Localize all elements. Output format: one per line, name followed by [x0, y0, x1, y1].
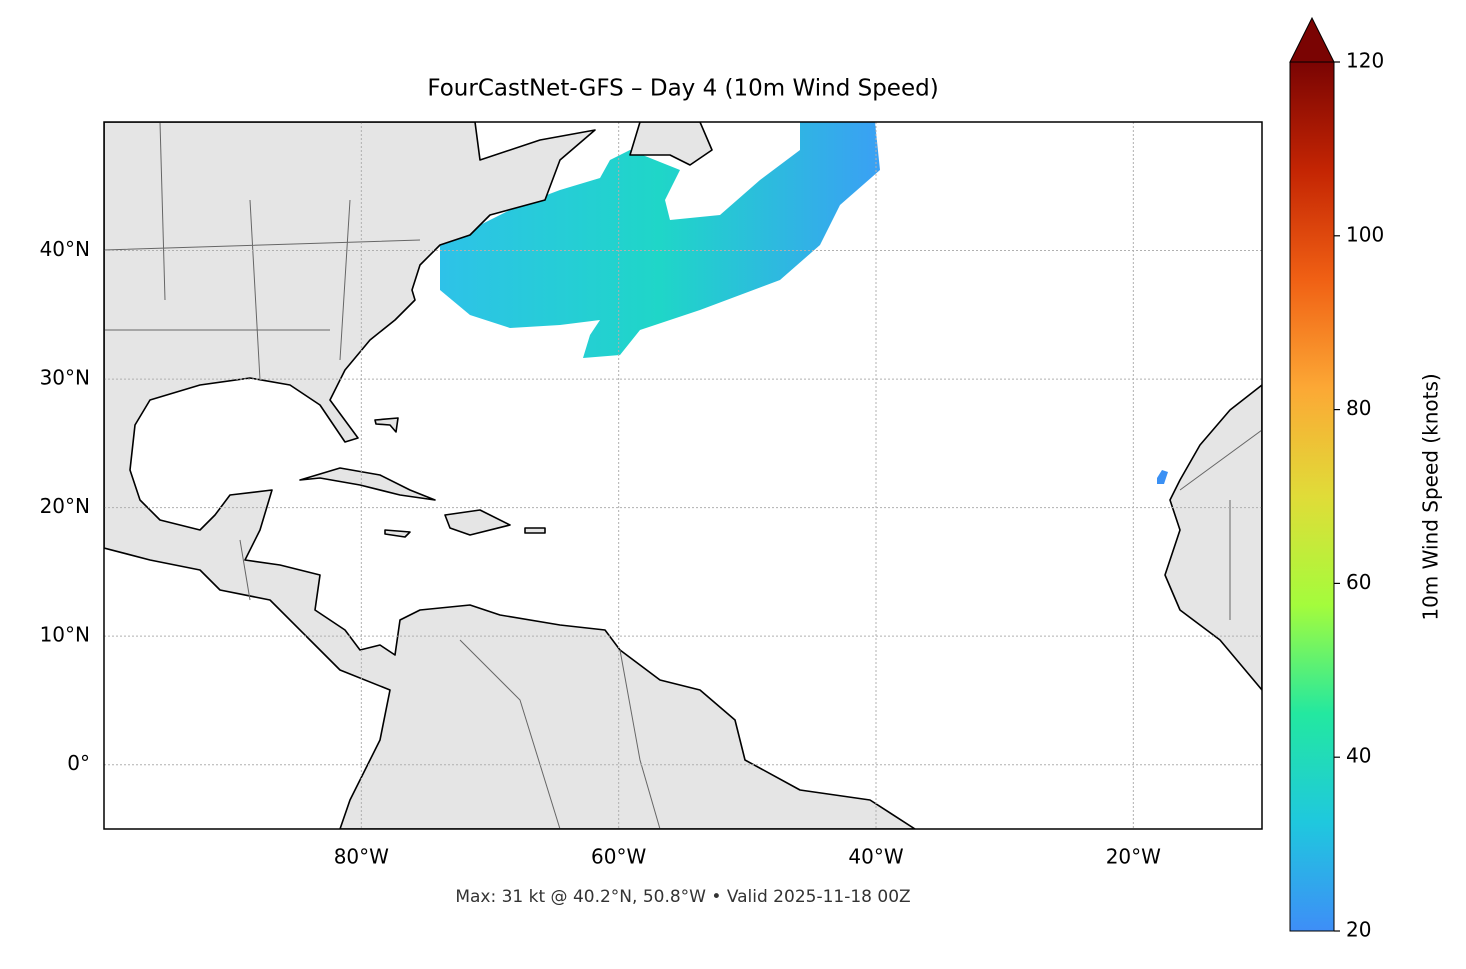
x-tick-label: 20°W	[1106, 845, 1161, 869]
plot-frame	[103, 121, 1263, 830]
colorbar	[1289, 61, 1335, 932]
x-tick-label: 80°W	[334, 845, 389, 869]
newfoundland	[629, 122, 713, 166]
americas	[104, 122, 916, 829]
hispaniola	[444, 509, 511, 536]
colorbar-tick-label: 20	[1346, 918, 1371, 942]
x-tick-label: 40°W	[848, 845, 903, 869]
colorbar-extension	[1289, 16, 1335, 63]
colorbar-tick-label: 120	[1346, 49, 1384, 73]
annotation: Max: 31 kt @ 40.2°N, 50.8°W • Valid 2025…	[455, 887, 910, 907]
y-tick-label: 20°N	[40, 494, 90, 518]
africa	[1164, 384, 1262, 691]
y-tick-label: 30°N	[40, 366, 90, 390]
jamaica	[384, 529, 411, 538]
x-tick-label: 60°W	[591, 845, 646, 869]
colorbar-tick-label: 100	[1346, 222, 1384, 246]
colorbar-tick-label: 40	[1346, 744, 1371, 768]
map-area	[104, 122, 1262, 829]
country-borders	[104, 122, 1262, 829]
colorbar-label: 10m Wind Speed (knots)	[1419, 373, 1443, 620]
chart-title: FourCastNet-GFS – Day 4 (10m Wind Speed)	[427, 76, 938, 102]
y-tick-label: 10°N	[40, 623, 90, 647]
wind-field	[440, 122, 880, 358]
bahamas	[374, 417, 399, 433]
cuba	[299, 467, 436, 501]
colorbar-tick-label: 60	[1346, 570, 1371, 594]
y-tick-label: 0°	[67, 751, 90, 775]
wind-field	[1157, 470, 1168, 484]
y-tick-label: 40°N	[40, 237, 90, 261]
axes	[104, 122, 1262, 829]
colorbar-tick-label: 80	[1346, 396, 1371, 420]
puerto-rico	[524, 527, 546, 534]
